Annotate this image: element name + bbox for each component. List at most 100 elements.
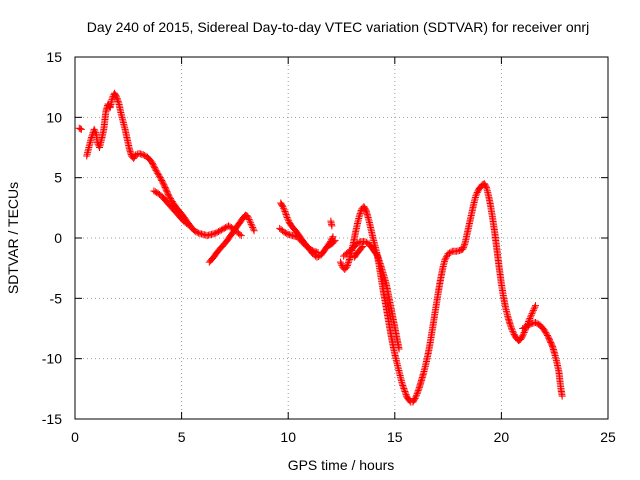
data-point-marker [532, 318, 540, 326]
data-point-marker [529, 308, 537, 316]
data-point-marker [508, 326, 516, 334]
data-point-marker [167, 195, 175, 203]
data-point-marker [446, 249, 454, 257]
data-point-marker [526, 320, 534, 328]
data-point-marker [460, 243, 468, 251]
data-point-marker [361, 238, 369, 246]
data-point-marker [139, 151, 147, 159]
data-point-marker [356, 211, 364, 219]
data-point-marker [152, 166, 160, 174]
data-point-marker [281, 207, 289, 215]
data-point-marker [307, 246, 315, 254]
data-point-marker [443, 253, 451, 261]
data-point-marker [212, 229, 220, 237]
data-point-marker [151, 165, 159, 173]
data-point-marker [155, 171, 163, 179]
data-point-marker [413, 390, 421, 398]
data-point-marker [444, 250, 452, 258]
data-point-marker [166, 193, 174, 201]
data-point-marker [401, 388, 409, 396]
data-point-marker [519, 325, 527, 332]
y-tick-label: 10 [46, 109, 62, 125]
data-point-marker [283, 213, 291, 221]
data-point-marker [308, 246, 316, 254]
data-point-marker [526, 314, 534, 322]
plot-area-frame [74, 56, 609, 420]
y-tick-label: -15 [42, 411, 62, 427]
data-point-marker [400, 385, 408, 393]
data-point-marker [522, 323, 530, 331]
data-point-marker [533, 319, 541, 327]
data-point-marker [542, 329, 550, 337]
data-point-marker [355, 238, 363, 246]
data-point-marker [151, 188, 159, 196]
data-point-marker [506, 321, 514, 329]
data-point-marker [354, 239, 362, 247]
y-tick-label: 0 [54, 230, 62, 246]
data-point-marker [398, 380, 406, 388]
data-point-marker [344, 258, 352, 266]
data-point-marker [399, 382, 407, 390]
data-point-marker [532, 302, 540, 310]
x-axis-title: GPS time / hours [288, 457, 395, 473]
data-point-marker [527, 313, 535, 321]
data-point-marker [165, 192, 173, 200]
data-point-marker [219, 225, 227, 233]
data-point-marker [343, 263, 351, 271]
data-point-marker [358, 244, 366, 252]
x-tick-label: 5 [178, 429, 186, 445]
data-point-marker [337, 260, 345, 268]
data-point-marker [280, 206, 288, 214]
data-point-marker [153, 168, 161, 176]
data-point-marker [509, 327, 517, 335]
y-axis-title: SDTVAR / TECUs [5, 182, 21, 294]
data-point-marker [343, 261, 351, 269]
data-point-marker [529, 306, 537, 314]
data-point-marker [506, 320, 514, 328]
data-point-marker [482, 182, 490, 190]
data-point-marker [237, 232, 245, 240]
x-tick-label: 0 [71, 429, 79, 445]
data-point-marker [527, 311, 535, 319]
data-point-marker [400, 386, 408, 394]
data-point-marker [250, 227, 258, 235]
data-point-marker [530, 305, 538, 313]
x-tick-label: 25 [600, 429, 616, 445]
data-point-marker [77, 125, 85, 133]
data-point-marker [281, 229, 289, 237]
axis-ticks: 0 5 10 15 20 25 -15 -10 -5 0 5 10 15 [42, 49, 616, 445]
data-point-marker [141, 152, 149, 160]
data-point-marker [225, 222, 233, 230]
data-point-marker [215, 228, 223, 236]
data-point-marker [459, 245, 467, 253]
data-point-marker [193, 228, 201, 236]
data-point-marker [247, 220, 255, 228]
data-point-marker [543, 330, 551, 338]
data-point-marker [213, 228, 221, 236]
y-tick-label: -10 [42, 351, 62, 367]
chart-title: Day 240 of 2015, Sidereal Day-to-day VTE… [87, 19, 589, 35]
data-point-marker [460, 242, 468, 250]
data-point-marker [306, 245, 314, 253]
data-point-marker [154, 169, 162, 177]
data-point-marker [395, 345, 403, 353]
data-point-marker [540, 326, 548, 334]
data-point-marker [282, 209, 290, 217]
data-point-marker [283, 212, 291, 220]
data-point-marker [280, 204, 288, 212]
data-point-marker [508, 324, 516, 332]
y-tick-label: 15 [46, 49, 62, 65]
data-point-marker [90, 125, 98, 133]
data-point-marker [283, 230, 291, 238]
data-point-marker [92, 129, 100, 137]
data-point-marker [531, 303, 539, 311]
data-point-marker [113, 94, 121, 102]
data-point-marker [236, 230, 244, 238]
data-point-marker [441, 256, 449, 264]
data-point-marker [76, 125, 84, 133]
data-point-marker [519, 330, 527, 338]
data-point-marker [442, 254, 450, 262]
data-point-marker [331, 236, 339, 244]
data-point-marker [558, 392, 566, 400]
